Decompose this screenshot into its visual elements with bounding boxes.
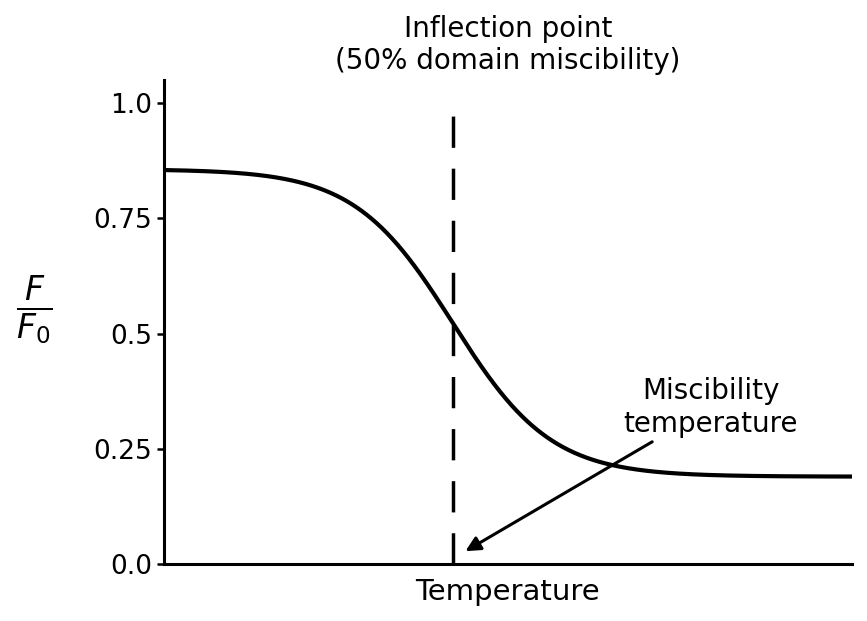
- Text: Miscibility
temperature: Miscibility temperature: [468, 377, 799, 550]
- Text: $\frac{F}{F_0}$: $\frac{F}{F_0}$: [16, 274, 53, 347]
- Text: Inflection point
(50% domain miscibility): Inflection point (50% domain miscibility…: [336, 15, 681, 75]
- X-axis label: Temperature: Temperature: [415, 578, 600, 606]
